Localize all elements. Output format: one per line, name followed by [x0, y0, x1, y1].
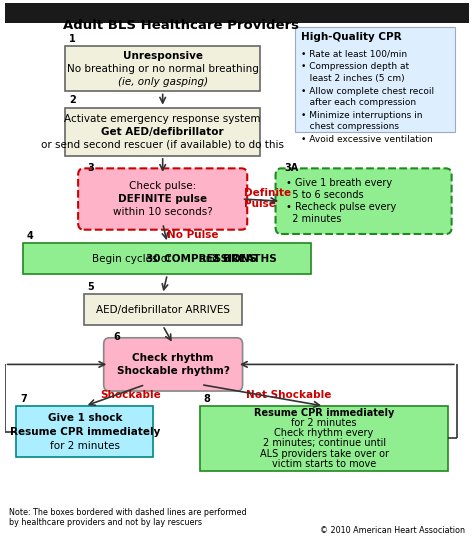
Text: 2: 2: [69, 96, 75, 105]
Text: 30 COMPRESSIONS: 30 COMPRESSIONS: [146, 254, 256, 264]
Text: • Give 1 breath every: • Give 1 breath every: [286, 179, 392, 188]
Text: AED/defibrillator ARRIVES: AED/defibrillator ARRIVES: [96, 305, 230, 315]
Text: Not Shockable: Not Shockable: [246, 390, 332, 400]
Text: or send second rescuer (if available) to do this: or send second rescuer (if available) to…: [41, 140, 284, 150]
Text: • Recheck pulse every: • Recheck pulse every: [286, 202, 396, 212]
Bar: [65, 108, 260, 156]
Text: Get AED/defibrillator: Get AED/defibrillator: [101, 127, 224, 137]
Text: 5: 5: [87, 282, 94, 292]
Text: High-Quality CPR: High-Quality CPR: [301, 32, 401, 42]
Text: Activate emergency response system: Activate emergency response system: [64, 114, 261, 124]
Text: (ie, only gasping): (ie, only gasping): [118, 76, 208, 86]
Text: Unresponsive: Unresponsive: [123, 51, 203, 61]
Text: within 10 seconds?: within 10 seconds?: [113, 207, 212, 217]
FancyBboxPatch shape: [104, 338, 243, 391]
Bar: [200, 406, 448, 471]
Text: least 2 inches (5 cm): least 2 inches (5 cm): [301, 74, 404, 83]
Text: • Avoid excessive ventilation: • Avoid excessive ventilation: [301, 135, 432, 144]
Bar: [23, 243, 311, 274]
Bar: [16, 406, 154, 457]
Bar: [65, 46, 260, 92]
Text: No breathing or no normal breathing: No breathing or no normal breathing: [67, 64, 259, 74]
Text: and: and: [196, 254, 222, 264]
Text: 3A: 3A: [285, 163, 299, 173]
Text: 8: 8: [203, 394, 210, 404]
Text: • Rate at least 100/min: • Rate at least 100/min: [301, 50, 407, 58]
Text: 3: 3: [87, 163, 94, 173]
Text: after each compression: after each compression: [301, 98, 416, 107]
Text: Resume CPR immediately: Resume CPR immediately: [254, 408, 394, 418]
Text: 2 minutes: 2 minutes: [286, 214, 341, 224]
Text: for 2 minutes: for 2 minutes: [50, 441, 120, 450]
Bar: [5, 3, 469, 23]
Text: Begin cycles of: Begin cycles of: [92, 254, 174, 264]
Text: 2 minutes; continue until: 2 minutes; continue until: [263, 438, 386, 448]
Text: Check rhythm every: Check rhythm every: [274, 428, 374, 438]
Text: chest compressions: chest compressions: [301, 122, 399, 131]
Text: Definite: Definite: [244, 188, 291, 198]
Text: 5 to 6 seconds: 5 to 6 seconds: [286, 190, 364, 200]
Text: 1: 1: [69, 34, 75, 44]
Bar: [295, 27, 456, 132]
Text: Adult BLS Healthcare Providers: Adult BLS Healthcare Providers: [63, 19, 299, 32]
Text: • Minimize interruptions in: • Minimize interruptions in: [301, 111, 422, 120]
Text: • Allow complete chest recoil: • Allow complete chest recoil: [301, 87, 434, 96]
Text: for 2 minutes: for 2 minutes: [292, 418, 357, 428]
Text: Shockable rhythm?: Shockable rhythm?: [117, 366, 229, 376]
Text: 6: 6: [113, 332, 120, 342]
Text: • Compression depth at: • Compression depth at: [301, 62, 409, 72]
FancyBboxPatch shape: [275, 168, 452, 234]
Text: Pulse: Pulse: [244, 199, 276, 210]
Text: Check pulse:: Check pulse:: [129, 181, 196, 191]
Text: Shockable: Shockable: [100, 390, 161, 400]
Bar: [84, 294, 242, 325]
Text: © 2010 American Heart Association: © 2010 American Heart Association: [319, 526, 465, 535]
Text: 4: 4: [27, 231, 34, 241]
Text: Resume CPR immediately: Resume CPR immediately: [9, 426, 160, 437]
Text: victim starts to move: victim starts to move: [272, 459, 376, 469]
Text: ALS providers take over or: ALS providers take over or: [260, 449, 389, 459]
FancyBboxPatch shape: [78, 168, 247, 230]
Text: Check rhythm: Check rhythm: [132, 353, 214, 363]
Text: 7: 7: [20, 394, 27, 404]
Text: No Pulse: No Pulse: [167, 230, 219, 240]
Text: Note: The boxes bordered with dashed lines are performed
by healthcare providers: Note: The boxes bordered with dashed lin…: [9, 508, 247, 527]
Text: DEFINITE pulse: DEFINITE pulse: [118, 194, 207, 204]
Text: Give 1 shock: Give 1 shock: [47, 413, 122, 423]
Text: 2 BREATHS: 2 BREATHS: [212, 254, 277, 264]
